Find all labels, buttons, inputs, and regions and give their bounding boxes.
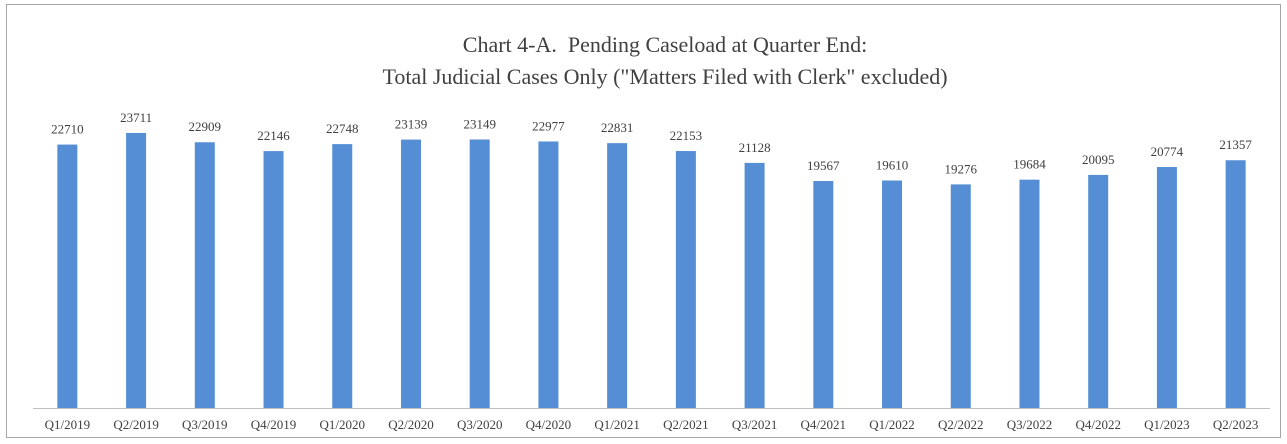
bar xyxy=(263,151,284,409)
bar xyxy=(332,144,353,408)
bar xyxy=(1225,160,1246,408)
data-label: 22153 xyxy=(670,128,703,143)
x-tick-label: Q2/2019 xyxy=(113,417,159,432)
x-tick-label: Q4/2019 xyxy=(251,417,297,432)
bar xyxy=(400,139,421,409)
data-label: 23149 xyxy=(463,116,496,131)
data-label: 19610 xyxy=(876,158,909,173)
data-label: 22831 xyxy=(601,120,634,135)
data-label: 20774 xyxy=(1151,144,1184,159)
data-label: 21128 xyxy=(739,140,771,155)
bar xyxy=(1088,174,1109,408)
bar xyxy=(950,184,971,408)
data-label: 19684 xyxy=(1013,157,1046,172)
data-label: 22748 xyxy=(326,121,359,136)
x-tick-label: Q3/2021 xyxy=(732,417,778,432)
x-tick-label: Q4/2020 xyxy=(526,417,572,432)
data-label: 19567 xyxy=(807,158,840,173)
bar xyxy=(813,181,834,408)
bar xyxy=(882,180,903,408)
x-tick-label: Q4/2021 xyxy=(801,417,847,432)
x-tick-label: Q1/2020 xyxy=(320,417,366,432)
x-tick-label: Q1/2022 xyxy=(869,417,915,432)
x-tick-label: Q1/2019 xyxy=(45,417,91,432)
data-label: 22146 xyxy=(257,128,290,143)
data-label: 22710 xyxy=(51,122,84,137)
data-label: 20095 xyxy=(1082,152,1115,167)
bar xyxy=(607,143,628,408)
x-tick-label: Q2/2021 xyxy=(663,417,709,432)
bar xyxy=(194,142,215,408)
x-tick-label: Q2/2022 xyxy=(938,417,984,432)
bar xyxy=(469,139,490,408)
x-tick-label: Q2/2023 xyxy=(1213,417,1259,432)
data-label: 23139 xyxy=(395,117,428,132)
x-tick-label: Q3/2022 xyxy=(1007,417,1053,432)
data-label: 22977 xyxy=(532,118,565,133)
bar xyxy=(744,162,765,408)
data-label: 19276 xyxy=(945,161,978,176)
bar xyxy=(1019,179,1040,408)
x-tick-label: Q1/2023 xyxy=(1144,417,1190,432)
chart-title: Chart 4-A. Pending Caseload at Quarter E… xyxy=(463,32,867,57)
bar xyxy=(126,132,147,408)
data-label: 21357 xyxy=(1219,137,1252,152)
data-label: 23711 xyxy=(120,110,152,125)
x-tick-label: Q3/2020 xyxy=(457,417,503,432)
bar xyxy=(675,151,696,408)
x-tick-label: Q3/2019 xyxy=(182,417,228,432)
bar xyxy=(538,141,559,408)
bar xyxy=(1156,167,1177,408)
x-tick-label: Q1/2021 xyxy=(594,417,640,432)
bar xyxy=(57,144,78,408)
x-tick-label: Q2/2020 xyxy=(388,417,434,432)
chart-title: Total Judicial Cases Only ("Matters File… xyxy=(382,64,947,89)
chart-border xyxy=(6,4,1281,438)
data-label: 22909 xyxy=(189,119,222,134)
x-tick-label: Q4/2022 xyxy=(1075,417,1121,432)
